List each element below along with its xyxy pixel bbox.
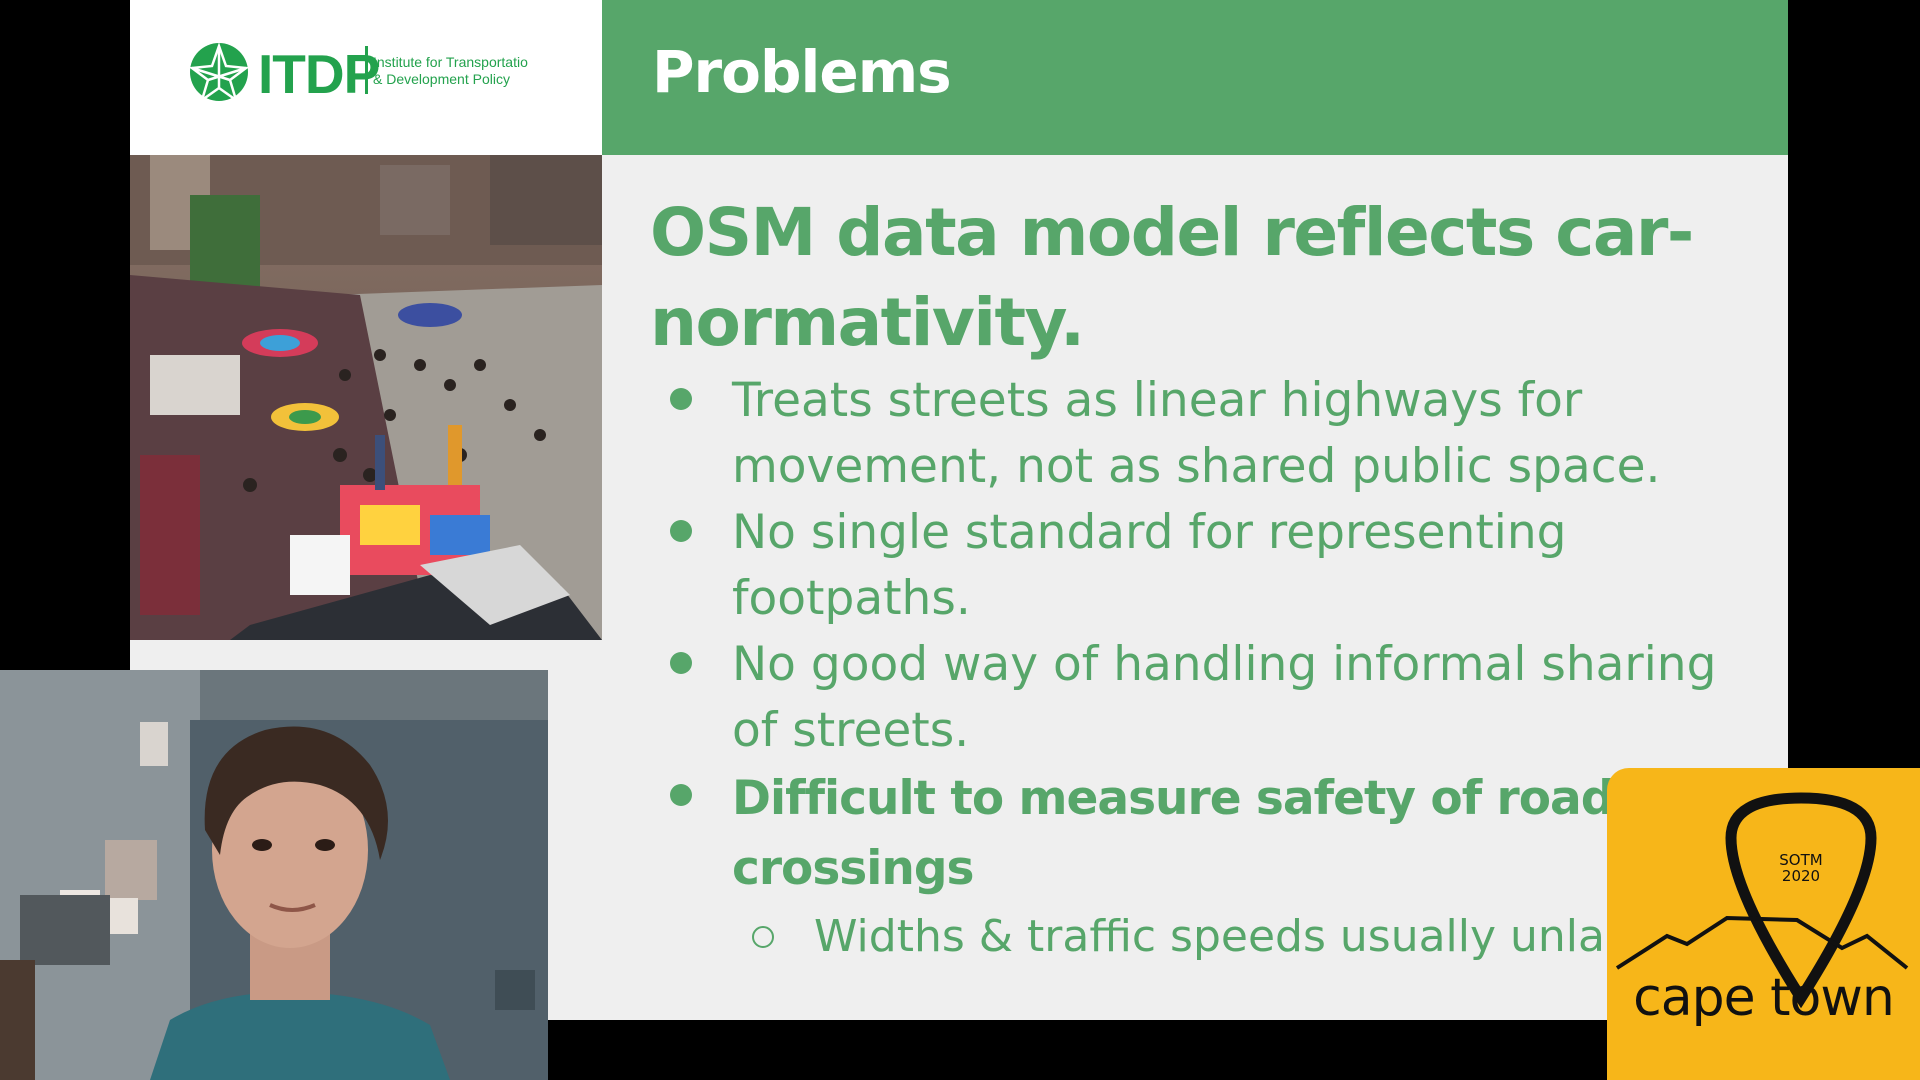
bullet-dot-icon xyxy=(670,784,692,806)
bullet-text: No single standard for representing foot… xyxy=(732,505,1567,626)
sotm-year: 2020 xyxy=(1781,867,1821,885)
hollow-bullet-icon xyxy=(752,926,774,948)
presentation-slide: ITDP Institute for Transportatio & Devel… xyxy=(130,0,1788,1020)
badge-city-name: cape town xyxy=(1633,968,1895,1028)
sotm-label: SOTM 2020 xyxy=(1757,852,1845,884)
bullet-item-emphasized: Difficult to measure safety of road cros… xyxy=(650,764,1770,904)
itdp-subtitle: Institute for Transportatio & Developmen… xyxy=(373,54,528,88)
bullet-list: Treats streets as linear highways for mo… xyxy=(650,368,1770,970)
bullet-dot-icon xyxy=(670,520,692,542)
bullet-dot-icon xyxy=(670,388,692,410)
slide-heading: OSM data model reflects car-normativity. xyxy=(650,194,1694,361)
sub-bullet-text: Widths & traffic speeds usually unlabe xyxy=(814,911,1660,962)
itdp-logo: ITDP Institute for Transportatio & Devel… xyxy=(130,0,602,155)
bullet-text: Difficult to measure safety of road cros… xyxy=(732,771,1614,896)
itdp-star-icon xyxy=(188,42,250,104)
webcam-video xyxy=(0,670,548,1080)
sotm-cape-town-logo: SOTM 2020 cape town xyxy=(1607,768,1920,1080)
map-pin-mountain-icon xyxy=(1615,792,1909,1009)
presenter-video-frame xyxy=(0,670,548,1080)
bullet-text: Treats streets as linear highways for mo… xyxy=(732,373,1661,494)
sotm-text: SOTM xyxy=(1779,851,1823,869)
bullet-item: No single standard for representing foot… xyxy=(650,500,1770,632)
sub-bullet-item: Widths & traffic speeds usually unlabe xyxy=(650,904,1770,970)
slide-content: OSM data model reflects car-normativity.… xyxy=(650,188,1770,970)
street-market-photo xyxy=(130,155,602,640)
logo-divider xyxy=(365,46,368,94)
bullet-dot-icon xyxy=(670,652,692,674)
itdp-subtitle-line2: & Development Policy xyxy=(373,71,510,87)
bullet-text: No good way of handling informal sharing… xyxy=(732,637,1717,758)
bullet-item: Treats streets as linear highways for mo… xyxy=(650,368,1770,500)
itdp-wordmark: ITDP xyxy=(258,43,380,105)
slide-header: Problems xyxy=(602,0,1788,155)
slide-title: Problems xyxy=(652,38,952,106)
bullet-item: No good way of handling informal sharing… xyxy=(650,632,1770,764)
itdp-subtitle-line1: Institute for Transportatio xyxy=(373,54,528,70)
